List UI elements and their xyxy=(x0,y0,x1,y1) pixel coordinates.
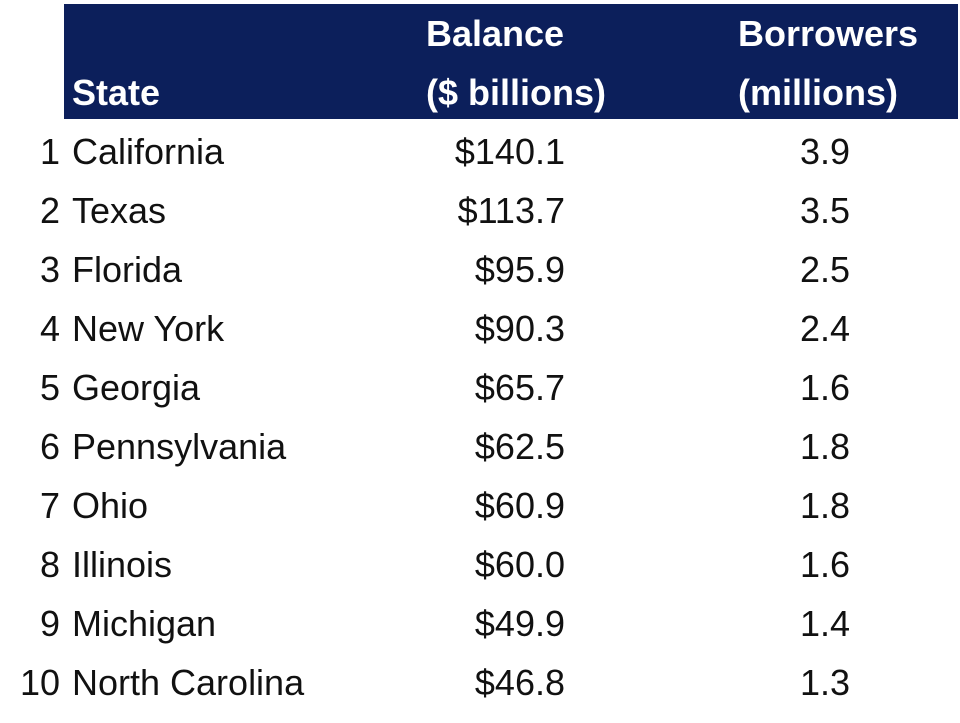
borrowers-cell: 1.3 xyxy=(799,662,850,703)
table-row: 5 Georgia $65.7 1.6 xyxy=(0,358,960,417)
rank-cell: 6 xyxy=(39,426,60,467)
table-row: 1 California $140.1 3.9 xyxy=(0,122,960,181)
header-borrowers: Borrowers xyxy=(738,13,919,54)
borrowers-cell: 2.5 xyxy=(799,249,850,290)
table-row: 7 Ohio $60.9 1.8 xyxy=(0,476,960,535)
table-row: 6 Pennsylvania $62.5 1.8 xyxy=(0,417,960,476)
balance-cell: $46.8 xyxy=(474,662,565,703)
borrowers-cell: 1.4 xyxy=(799,603,850,644)
table-row: 9 Michigan $49.9 1.4 xyxy=(0,594,960,653)
header-state: State xyxy=(72,72,161,113)
header-balance-unit: ($ billions) xyxy=(426,72,606,113)
balance-cell: $60.0 xyxy=(474,544,565,585)
rank-cell: 10 xyxy=(19,662,60,703)
table-row: 8 Illinois $60.0 1.6 xyxy=(0,535,960,594)
balance-cell: $62.5 xyxy=(474,426,565,467)
balance-cell: $113.7 xyxy=(457,190,565,231)
state-cell: Georgia xyxy=(72,367,201,408)
rank-cell: 2 xyxy=(39,190,60,231)
balance-cell: $140.1 xyxy=(454,131,565,172)
rank-cell: 8 xyxy=(39,544,60,585)
table-row: 10 North Carolina $46.8 1.3 xyxy=(0,653,960,712)
borrowers-cell: 1.8 xyxy=(799,485,850,526)
header-balance: Balance xyxy=(426,13,565,54)
borrowers-cell: 1.6 xyxy=(799,544,850,585)
state-cell: North Carolina xyxy=(72,662,305,703)
header-borrowers-unit: (millions) xyxy=(738,72,898,113)
state-cell: Michigan xyxy=(72,603,217,644)
rank-cell: 1 xyxy=(39,131,60,172)
rank-cell: 5 xyxy=(39,367,60,408)
state-cell: Pennsylvania xyxy=(72,426,287,467)
balance-cell: $60.9 xyxy=(474,485,565,526)
rank-cell: 3 xyxy=(39,249,60,290)
borrowers-cell: 2.4 xyxy=(799,308,850,349)
rank-cell: 9 xyxy=(39,603,60,644)
state-cell: New York xyxy=(72,308,225,349)
state-cell: California xyxy=(72,131,225,172)
balance-cell: $95.9 xyxy=(474,249,565,290)
table-row: 4 New York $90.3 2.4 xyxy=(0,299,960,358)
state-cell: Ohio xyxy=(72,485,149,526)
rank-cell: 7 xyxy=(39,485,60,526)
borrowers-cell: 3.9 xyxy=(799,131,850,172)
table-header xyxy=(64,4,958,119)
borrowers-cell: 3.5 xyxy=(799,190,850,231)
balance-cell: $65.7 xyxy=(474,367,565,408)
borrowers-cell: 1.6 xyxy=(799,367,850,408)
borrowers-cell: 1.8 xyxy=(799,426,850,467)
balance-cell: $49.9 xyxy=(474,603,565,644)
state-cell: Texas xyxy=(72,190,167,231)
state-cell: Florida xyxy=(72,249,183,290)
rank-cell: 4 xyxy=(39,308,60,349)
table-row: 2 Texas $113.7 3.5 xyxy=(0,181,960,240)
state-cell: Illinois xyxy=(72,544,173,585)
table-row: 3 Florida $95.9 2.5 xyxy=(0,240,960,299)
balance-cell: $90.3 xyxy=(474,308,565,349)
